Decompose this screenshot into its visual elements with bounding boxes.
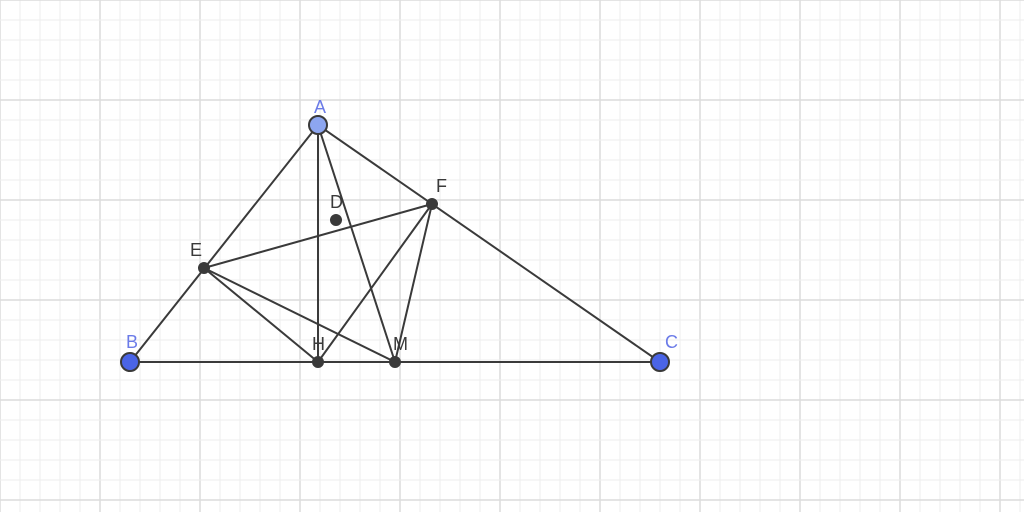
point-B xyxy=(121,353,139,371)
label-C: C xyxy=(665,332,678,352)
point-F xyxy=(427,199,437,209)
diagram-background xyxy=(0,0,1024,512)
label-B: B xyxy=(126,332,138,352)
point-H xyxy=(313,357,323,367)
point-E xyxy=(199,263,209,273)
geometry-diagram: A B C D E F H M xyxy=(0,0,1024,512)
label-E: E xyxy=(190,240,202,260)
point-C xyxy=(651,353,669,371)
point-M xyxy=(390,357,400,367)
point-A xyxy=(309,116,327,134)
label-H: H xyxy=(312,334,325,354)
point-D xyxy=(331,215,341,225)
label-F: F xyxy=(436,176,447,196)
label-A: A xyxy=(314,97,326,117)
label-M: M xyxy=(393,334,408,354)
label-D: D xyxy=(330,192,343,212)
